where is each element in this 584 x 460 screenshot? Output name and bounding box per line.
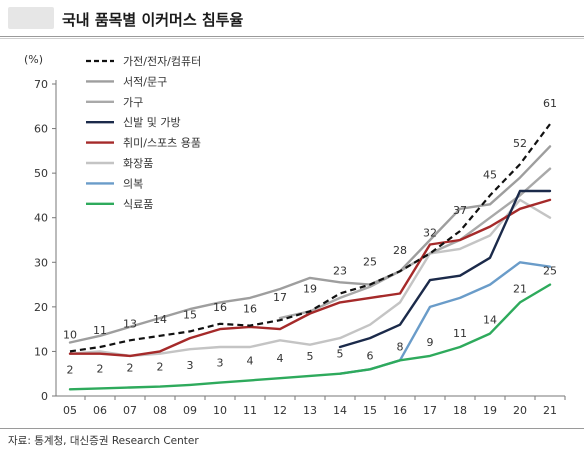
data-label: 61 — [543, 97, 557, 110]
x-tick-label: 20 — [513, 404, 527, 417]
data-label: 15 — [183, 308, 197, 321]
legend-label: 의복 — [123, 177, 143, 190]
x-axis: 05 06 07 08 09 10 11 12 13 14 15 16 17 18 19 20 21 — [56, 395, 566, 417]
data-label: 14 — [153, 313, 167, 326]
x-tick-label: 11 — [243, 404, 257, 417]
header-divider — [0, 36, 584, 37]
data-label: 11 — [93, 324, 107, 337]
data-label: 2 — [67, 363, 74, 376]
y-tick-label: 60 — [34, 123, 48, 136]
data-label: 23 — [333, 264, 347, 277]
series-line — [278, 167, 552, 320]
legend-label: 서적/문구 — [123, 75, 167, 88]
data-label: 37 — [453, 204, 467, 217]
series-line — [338, 189, 552, 349]
data-label: 16 — [213, 301, 227, 314]
series-lines — [68, 123, 552, 391]
data-label: 52 — [513, 137, 527, 150]
header-divider-secondary — [0, 38, 584, 39]
x-tick-label: 10 — [213, 404, 227, 417]
data-label: 6 — [367, 349, 374, 362]
data-label: 3 — [217, 357, 224, 370]
x-tick-label: 05 — [63, 404, 77, 417]
data-label: 16 — [243, 303, 257, 316]
y-tick-label: 0 — [41, 390, 48, 403]
y-tick-label: 20 — [34, 301, 48, 314]
series-line — [68, 198, 552, 358]
x-tick-label: 13 — [303, 404, 317, 417]
y-axis: 0 10 20 30 40 50 60 70 — [34, 78, 57, 403]
data-label: 8 — [397, 340, 404, 353]
x-tick-label: 15 — [363, 404, 377, 417]
data-label: 14 — [483, 314, 497, 327]
data-label: 4 — [247, 354, 254, 367]
y-tick-label: 30 — [34, 256, 48, 269]
data-label: 45 — [483, 168, 497, 181]
data-label: 3 — [187, 359, 194, 372]
x-tick-label: 07 — [123, 404, 137, 417]
data-label: 32 — [423, 226, 437, 239]
y-tick-label: 10 — [34, 345, 48, 358]
legend-label: 화장품 — [123, 157, 153, 170]
publisher-logo — [8, 7, 54, 29]
data-label: 5 — [337, 348, 344, 361]
footer-divider — [0, 428, 584, 429]
data-label: 2 — [157, 361, 164, 374]
x-tick-label: 17 — [423, 404, 437, 417]
data-label: 5 — [307, 350, 314, 363]
x-tick-label: 12 — [273, 404, 287, 417]
data-label: 2 — [97, 362, 104, 375]
series-line — [68, 283, 552, 391]
legend-label: 가구 — [123, 96, 143, 109]
series-line — [69, 123, 551, 353]
line-chart: (%) 0 10 20 30 40 50 60 70 05 06 07 08 09 10 11 12 13 14… — [24, 53, 566, 417]
data-label: 28 — [393, 244, 407, 257]
data-label: 9 — [427, 336, 434, 349]
y-tick-label: 70 — [34, 78, 48, 91]
x-tick-label: 18 — [453, 404, 467, 417]
data-label: 19 — [303, 282, 317, 295]
legend-label: 취미/스포츠 용품 — [123, 137, 201, 150]
y-tick-label: 50 — [34, 167, 48, 180]
series-line — [68, 145, 552, 344]
y-tick-label: 40 — [34, 212, 48, 225]
data-label: 2 — [127, 362, 134, 375]
data-label: 10 — [63, 328, 77, 341]
x-tick-label: 19 — [483, 404, 497, 417]
x-tick-label: 16 — [393, 404, 407, 417]
y-axis-unit: (%) — [24, 53, 43, 66]
chart-title: 국내 품목별 이커머스 침투율 — [62, 11, 244, 29]
data-label: 25 — [543, 265, 557, 278]
data-label: 13 — [123, 317, 137, 330]
legend-label: 신발 및 가방 — [123, 116, 181, 129]
data-label: 11 — [453, 327, 467, 340]
x-tick-label: 09 — [183, 404, 197, 417]
chart-header: 국내 품목별 이커머스 침투율 — [0, 0, 584, 38]
data-label: 25 — [363, 256, 377, 269]
x-tick-label: 06 — [93, 404, 107, 417]
x-tick-label: 08 — [153, 404, 167, 417]
legend-label: 식료품 — [123, 198, 153, 211]
data-label: 17 — [273, 291, 287, 304]
series-line — [68, 198, 552, 358]
data-label: 4 — [277, 352, 284, 365]
data-label: 21 — [513, 282, 527, 295]
x-tick-label: 21 — [543, 404, 557, 417]
x-tick-label: 14 — [333, 404, 347, 417]
source-note: 자료: 통계청, 대신증권 Research Center — [8, 435, 199, 447]
legend-label: 가전/전자/컴퓨터 — [123, 55, 201, 68]
